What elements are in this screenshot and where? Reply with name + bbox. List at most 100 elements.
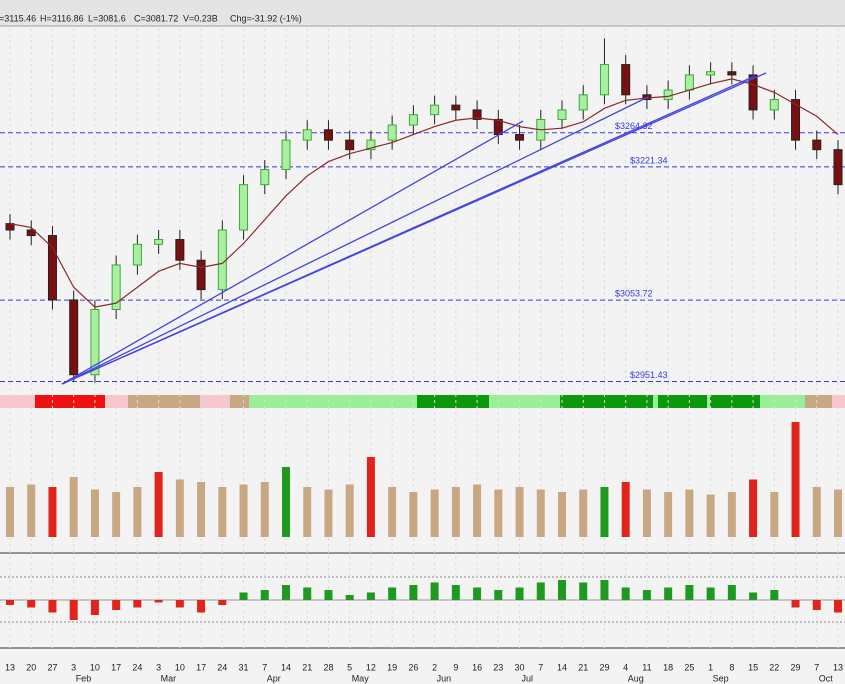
x-tick-label: 4 [623, 662, 628, 672]
bar [133, 487, 142, 537]
bar [260, 482, 269, 537]
candle-body [791, 99, 801, 141]
bar [409, 585, 418, 600]
candle-body [47, 235, 57, 301]
bar [6, 600, 14, 605]
header-low: L=3081.6 [88, 13, 126, 23]
level-label: $3221.34 [630, 155, 668, 165]
candle-body [515, 134, 525, 141]
strip-segment [230, 395, 249, 408]
bar [197, 600, 206, 613]
bar [621, 482, 630, 537]
candle-body [111, 264, 121, 311]
bar [112, 492, 121, 537]
color-strip [0, 395, 845, 408]
strip-segment [249, 395, 417, 408]
bar [345, 484, 354, 537]
bar [558, 492, 566, 537]
bar [812, 600, 821, 610]
bar [6, 487, 14, 537]
x-tick-label: 23 [493, 662, 503, 672]
x-tick-label: 9 [453, 662, 458, 672]
x-tick-label: 29 [599, 662, 609, 672]
candle-body [69, 299, 79, 376]
bar [282, 585, 290, 600]
header-high: H=3116.86 [40, 13, 84, 23]
candle-body [323, 129, 333, 141]
bar [791, 600, 800, 608]
strip-segment [560, 395, 653, 408]
bar [154, 472, 163, 537]
x-tick-label: 22 [769, 662, 779, 672]
x-tick-label: 16 [472, 662, 482, 672]
x-tick-label: 17 [111, 662, 121, 672]
candle-body [578, 94, 588, 111]
trendline [61, 72, 767, 385]
strip-segment [653, 395, 658, 408]
bar [154, 600, 163, 603]
bar [90, 600, 99, 615]
bar [303, 587, 312, 600]
bar [239, 484, 248, 537]
strip-segment [35, 395, 105, 408]
candle-body [812, 139, 822, 151]
candle-body [175, 239, 185, 261]
x-tick-label: 10 [175, 662, 185, 672]
bar [536, 582, 545, 600]
bar [27, 600, 36, 608]
bar [69, 600, 78, 620]
strip-segment [710, 395, 760, 408]
bar [473, 484, 482, 537]
candle-body [90, 309, 100, 376]
bar [366, 457, 375, 537]
strip-segment [128, 395, 200, 408]
x-tick-label: 2 [432, 662, 437, 672]
x-tick-label: 14 [557, 662, 567, 672]
bar [579, 582, 588, 600]
candle-body [769, 99, 779, 111]
bar [366, 592, 375, 600]
candle-body [281, 139, 291, 171]
bar [706, 587, 715, 600]
strip-segment [658, 395, 707, 408]
bar [834, 600, 842, 613]
strip-segment [489, 395, 560, 408]
x-tick-label: 7 [538, 662, 543, 672]
bar [451, 487, 460, 537]
bar [749, 479, 758, 537]
x-tick-label: 19 [387, 662, 397, 672]
bar [621, 587, 630, 600]
x-tick-label: 24 [217, 662, 227, 672]
strip-segment [707, 395, 710, 408]
bar [600, 487, 609, 537]
bar [430, 489, 439, 537]
bar [685, 585, 694, 600]
bar [515, 587, 524, 600]
x-tick-label: 14 [281, 662, 291, 672]
bar [494, 590, 503, 600]
header-volume: V=0.23B [183, 13, 218, 23]
bar [112, 600, 121, 610]
strip-segment [760, 395, 805, 408]
strip-segment [417, 395, 489, 408]
bar [834, 489, 842, 537]
x-tick-label: 8 [729, 662, 734, 672]
x-tick-label: 20 [26, 662, 36, 672]
x-tick-label: 29 [791, 662, 801, 672]
bar [324, 489, 333, 537]
bar [536, 489, 545, 537]
candle-body [132, 243, 142, 266]
header-change: Chg=-31.92 (-1%) [230, 13, 302, 23]
x-tick-label: 1 [708, 662, 713, 672]
level-label: $3264.32 [615, 121, 653, 131]
x-tick-label: 21 [578, 662, 588, 672]
bar [282, 467, 290, 537]
x-tick-label: 7 [814, 662, 819, 672]
x-tick-label: 18 [663, 662, 673, 672]
bar [90, 489, 99, 537]
bar [791, 422, 800, 537]
trendline [61, 120, 524, 385]
x-tick-label: 5 [347, 662, 352, 672]
x-tick-label: 10 [90, 662, 100, 672]
